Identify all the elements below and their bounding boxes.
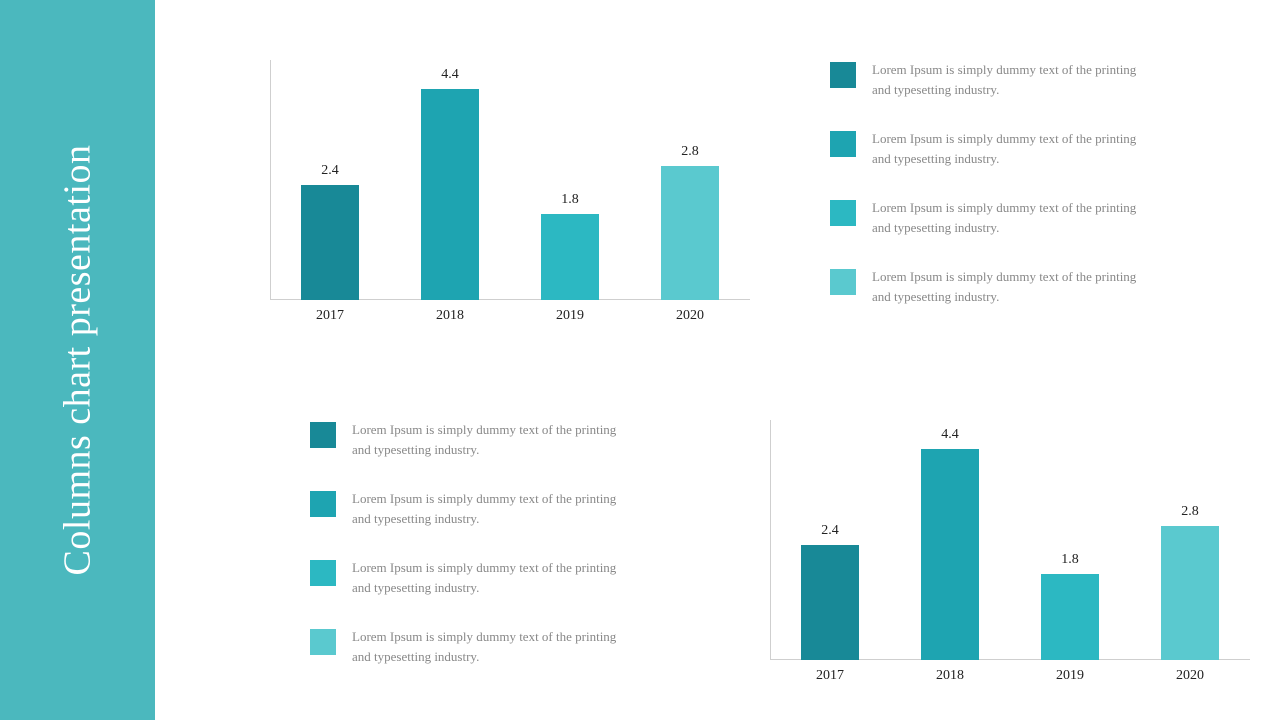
legend-swatch (310, 422, 336, 448)
bar-value-label: 4.4 (441, 67, 459, 83)
bar-chart: 2.4 4.4 1.8 2.8 2017 2018 2019 2020 (270, 50, 750, 330)
legend-top-right: Lorem Ipsum is simply dummy text of the … (830, 60, 1152, 306)
bar: 1.8 (541, 192, 599, 300)
legend-text: Lorem Ipsum is simply dummy text of the … (352, 489, 632, 528)
x-axis-label: 2018 (421, 302, 479, 324)
bar: 2.4 (801, 523, 859, 660)
x-axis-label: 2019 (541, 302, 599, 324)
legend-text: Lorem Ipsum is simply dummy text of the … (872, 129, 1152, 168)
chart-bottom-right: 2.4 4.4 1.8 2.8 2017 2018 2019 2020 (770, 410, 1250, 690)
x-axis-label: 2017 (301, 302, 359, 324)
legend-text: Lorem Ipsum is simply dummy text of the … (352, 420, 632, 459)
bar-value-label: 2.8 (1181, 504, 1199, 520)
bar-rect (921, 449, 979, 660)
x-axis-label: 2020 (661, 302, 719, 324)
x-axis-label: 2017 (801, 662, 859, 684)
bar: 1.8 (1041, 552, 1099, 660)
bar-value-label: 2.4 (821, 523, 839, 539)
legend-swatch (310, 491, 336, 517)
legend-item: Lorem Ipsum is simply dummy text of the … (310, 558, 632, 597)
bar-value-label: 2.4 (321, 163, 339, 179)
legend-item: Lorem Ipsum is simply dummy text of the … (830, 129, 1152, 168)
bar-rect (1041, 574, 1099, 660)
bar-rect (1161, 526, 1219, 660)
legend-item: Lorem Ipsum is simply dummy text of the … (310, 420, 632, 459)
legend-text: Lorem Ipsum is simply dummy text of the … (872, 198, 1152, 237)
bar-rect (661, 166, 719, 300)
legend-text: Lorem Ipsum is simply dummy text of the … (872, 60, 1152, 99)
chart-top-left: 2.4 4.4 1.8 2.8 2017 2018 2019 2020 (270, 50, 750, 330)
bar-value-label: 4.4 (941, 427, 959, 443)
sidebar-title: Columns chart presentation (56, 145, 100, 576)
legend-swatch (830, 200, 856, 226)
legend-item: Lorem Ipsum is simply dummy text of the … (310, 627, 632, 666)
bar: 4.4 (921, 427, 979, 660)
bar: 4.4 (421, 67, 479, 300)
bar-value-label: 1.8 (1061, 552, 1079, 568)
legend-item: Lorem Ipsum is simply dummy text of the … (830, 198, 1152, 237)
bar-rect (421, 89, 479, 300)
legend-swatch (830, 62, 856, 88)
x-axis-label: 2020 (1161, 662, 1219, 684)
bar-rect (801, 545, 859, 660)
legend-item: Lorem Ipsum is simply dummy text of the … (830, 60, 1152, 99)
legend-item: Lorem Ipsum is simply dummy text of the … (310, 489, 632, 528)
legend-item: Lorem Ipsum is simply dummy text of the … (830, 267, 1152, 306)
content-area: 2.4 4.4 1.8 2.8 2017 2018 2019 2020 Lorem Ipsu… (155, 0, 1280, 720)
legend-swatch (310, 560, 336, 586)
legend-text: Lorem Ipsum is simply dummy text of the … (352, 627, 632, 666)
legend-swatch (310, 629, 336, 655)
bar-value-label: 2.8 (681, 144, 699, 160)
legend-swatch (830, 131, 856, 157)
legend-swatch (830, 269, 856, 295)
bar-rect (541, 214, 599, 300)
bar: 2.8 (1161, 504, 1219, 660)
legend-text: Lorem Ipsum is simply dummy text of the … (352, 558, 632, 597)
legend-text: Lorem Ipsum is simply dummy text of the … (872, 267, 1152, 306)
x-axis-label: 2019 (1041, 662, 1099, 684)
x-axis-label: 2018 (921, 662, 979, 684)
bar-rect (301, 185, 359, 300)
bar: 2.4 (301, 163, 359, 300)
sidebar: Columns chart presentation (0, 0, 155, 720)
bar-chart: 2.4 4.4 1.8 2.8 2017 2018 2019 2020 (770, 410, 1250, 690)
bar-value-label: 1.8 (561, 192, 579, 208)
legend-bottom-left: Lorem Ipsum is simply dummy text of the … (310, 420, 632, 666)
bar: 2.8 (661, 144, 719, 300)
